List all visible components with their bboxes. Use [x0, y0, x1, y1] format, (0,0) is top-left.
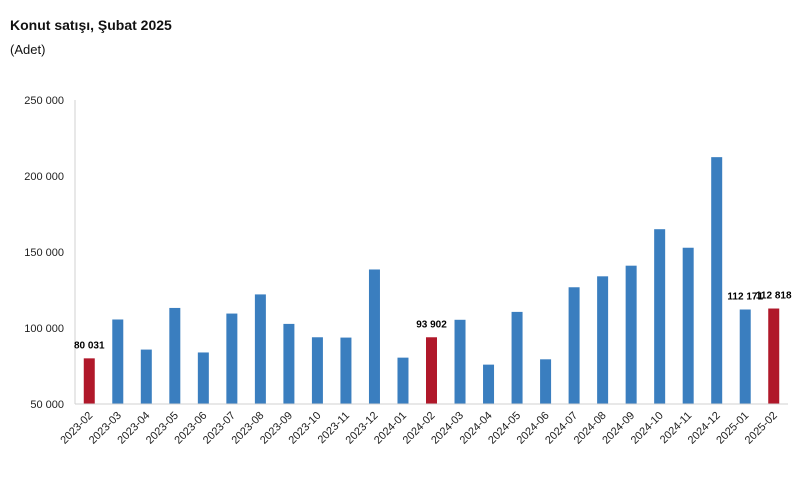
bars-group — [83, 157, 780, 404]
y-tick-label: 250 000 — [24, 95, 64, 107]
bar-2023-12 — [368, 269, 380, 404]
bar-2023-04 — [140, 349, 152, 404]
bar-2024-09 — [625, 265, 637, 404]
bar-2024-06 — [540, 359, 552, 404]
y-tick-label: 200 000 — [24, 171, 64, 183]
y-tick-label: 50 000 — [30, 399, 64, 411]
y-axis: 50 000 100 000 150 000 200 000 250 000 — [24, 95, 76, 411]
bar-2023-03 — [112, 319, 124, 404]
bar-2024-01 — [397, 357, 409, 404]
bar-2024-02 — [426, 337, 437, 404]
bar-2023-09 — [283, 323, 295, 404]
chart-title: Konut satışı, Şubat 2025 — [10, 17, 172, 33]
x-axis: 2023-022023-032023-042023-052023-062023-… — [58, 403, 788, 447]
data-label: 80 031 — [74, 340, 105, 351]
bar-2024-08 — [597, 276, 609, 404]
bar-2025-02 — [768, 308, 780, 404]
bar-2024-03 — [454, 319, 466, 404]
y-tick-label: 100 000 — [24, 323, 64, 335]
data-label: 112 171 — [727, 292, 763, 303]
bar-2024-07 — [568, 287, 580, 404]
bar-2024-05 — [511, 311, 523, 404]
bar-2023-02 — [83, 358, 95, 404]
bar-2025-01 — [739, 309, 751, 404]
bar-2023-05 — [169, 307, 181, 404]
bar-2024-11 — [682, 247, 694, 404]
data-label: 112 818 — [756, 291, 792, 302]
bar-2024-10 — [654, 229, 666, 404]
y-tick-label: 150 000 — [24, 247, 64, 259]
chart-subtitle: (Adet) — [10, 42, 46, 57]
bar-2023-10 — [311, 337, 323, 404]
bar-2023-07 — [226, 313, 238, 404]
bar-2023-06 — [197, 352, 209, 404]
data-label: 93 902 — [416, 319, 447, 330]
bar-2024-04 — [483, 364, 495, 404]
bar-2024-12 — [711, 157, 723, 404]
bar-2023-08 — [254, 294, 266, 404]
bar-2023-11 — [340, 337, 352, 404]
